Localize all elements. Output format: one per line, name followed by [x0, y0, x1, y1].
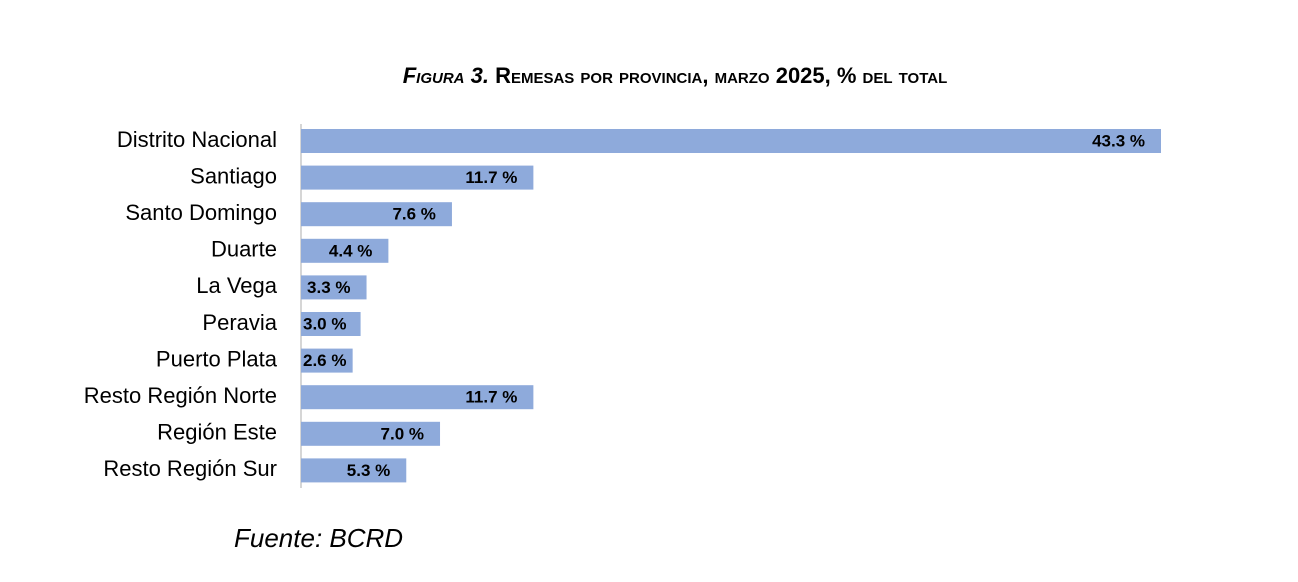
value-label: 5.3 %: [347, 461, 390, 480]
bar: [301, 275, 367, 300]
category-label: Duarte: [211, 237, 277, 262]
bar: [301, 458, 407, 483]
category-label: Resto Región Norte: [84, 383, 277, 408]
value-label: 2.6 %: [303, 351, 346, 370]
category-label: Puerto Plata: [156, 346, 278, 371]
category-label: Peravia: [202, 310, 277, 335]
title-label: Figura 3.: [403, 63, 489, 88]
category-label: Santo Domingo: [125, 200, 277, 225]
category-label: Santiago: [190, 163, 277, 188]
value-label: 7.0 %: [381, 424, 424, 443]
bar: [301, 385, 534, 410]
title-text: Remesas por provincia, marzo 2025, % del…: [495, 63, 947, 88]
bar: [301, 312, 361, 336]
value-label: 3.3 %: [307, 278, 350, 297]
category-label: La Vega: [196, 273, 278, 298]
value-label: 4.4 %: [329, 241, 372, 260]
chart-title: Figura 3. Remesas por provincia, marzo 2…: [403, 63, 948, 88]
bar: [301, 238, 389, 263]
bar: [301, 129, 1161, 153]
value-label: 43.3 %: [1092, 131, 1145, 150]
value-label: 11.7 %: [465, 388, 517, 407]
source: Fuente: BCRD: [234, 523, 403, 553]
bar: [301, 202, 452, 227]
value-label: 11.7 %: [465, 168, 517, 187]
value-label: 7.6 %: [392, 205, 435, 224]
value-label: 3.0 %: [303, 314, 346, 333]
bar: [301, 165, 534, 190]
category-label: Distrito Nacional: [117, 127, 277, 152]
bar: [301, 421, 441, 446]
category-label: Resto Región Sur: [103, 456, 277, 481]
bar: [301, 348, 353, 373]
category-label: Región Este: [157, 420, 277, 445]
